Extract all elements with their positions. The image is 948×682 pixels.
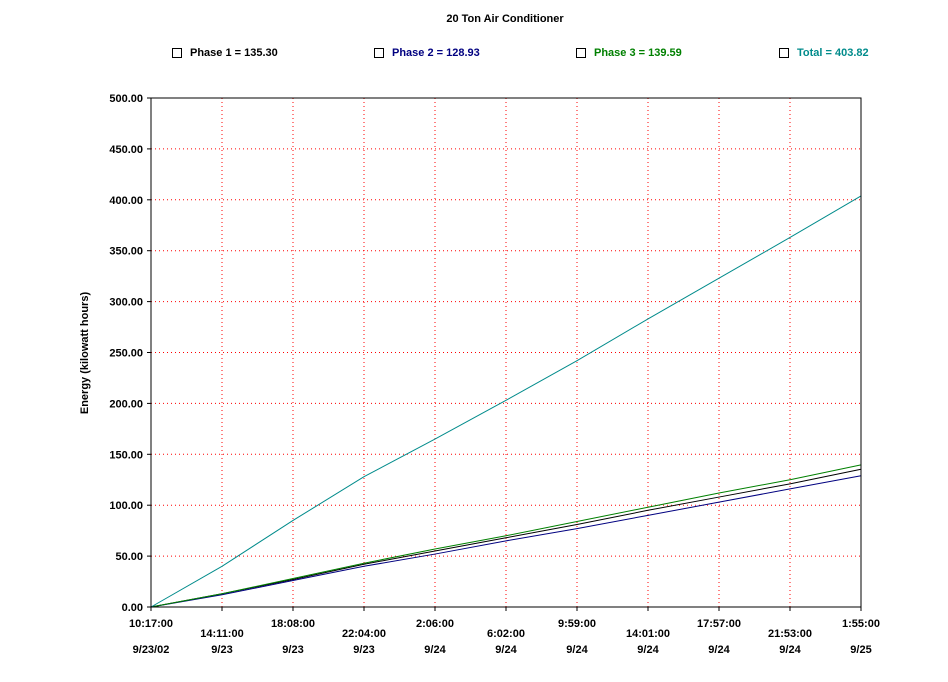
y-tick-label: 0.00: [122, 602, 143, 614]
x-tick-date-label: 9/23: [353, 644, 374, 656]
y-tick-label: 250.00: [109, 348, 143, 360]
x-tick-time-label: 1:55:00: [842, 618, 880, 630]
x-tick-date-label: 9/24: [637, 644, 659, 656]
x-tick-time-label: 14:01:00: [626, 628, 670, 640]
grid: [151, 98, 861, 607]
series-line-phase-1: [150, 468, 862, 608]
x-tick-time-label: 2:06:00: [416, 618, 454, 630]
x-tick-date-label: 9/23: [211, 644, 232, 656]
x-tick-date-label: 9/24: [424, 644, 446, 656]
y-tick-label: 500.00: [109, 93, 143, 105]
x-tick-date-label: 9/25: [850, 644, 871, 656]
series-lines: [150, 195, 862, 608]
y-tick-label: 150.00: [109, 449, 143, 461]
legend-item-phase-2: Phase 2 = 128.93: [374, 47, 480, 59]
series-line-total: [150, 195, 862, 608]
legend-item-phase-1: Phase 1 = 135.30: [172, 47, 278, 59]
x-tick-time-label: 10:17:00: [129, 618, 173, 630]
legend-item-total: Total = 403.82: [779, 47, 869, 59]
y-tick-labels: 0.00 50.00 100.00 150.00 200.00 250.00 300.00 3…: [109, 93, 151, 614]
x-tick-date-label: 9/23: [282, 644, 303, 656]
series-line-phase-2: [150, 475, 862, 608]
x-tick-date-label: 9/23/02: [133, 644, 170, 656]
x-tick-date-label: 9/24: [566, 644, 588, 656]
x-tick-date-label: 9/24: [495, 644, 517, 656]
x-tick-time-label: 17:57:00: [697, 618, 741, 630]
chart-title: 20 Ton Air Conditioner: [446, 13, 564, 25]
y-tick-label: 450.00: [109, 144, 143, 156]
y-tick-label: 300.00: [109, 297, 143, 309]
x-tick-time-label: 9:59:00: [558, 618, 596, 630]
y-tick-label: 50.00: [115, 551, 143, 563]
x-tick-date-label: 9/24: [708, 644, 730, 656]
legend-label: Total = 403.82: [797, 47, 869, 59]
x-tick-labels: 10:17:00 9/23/02 14:11:00 9/23 18:08:00 9/23 2…: [129, 607, 880, 656]
legend-checkbox[interactable]: [576, 48, 586, 58]
legend-label: Phase 1 = 135.30: [190, 47, 278, 59]
legend-label: Phase 3 = 139.59: [594, 47, 682, 59]
legend-checkbox[interactable]: [374, 48, 384, 58]
x-tick-time-label: 21:53:00: [768, 628, 812, 640]
x-tick-time-label: 14:11:00: [200, 628, 243, 640]
legend-item-phase-3: Phase 3 = 139.59: [576, 47, 682, 59]
legend-label: Phase 2 = 128.93: [392, 47, 480, 59]
x-tick-date-label: 9/24: [779, 644, 801, 656]
y-tick-label: 200.00: [109, 398, 143, 410]
x-tick-time-label: 22:04:00: [342, 628, 386, 640]
legend-checkbox[interactable]: [779, 48, 789, 58]
y-tick-label: 350.00: [109, 246, 143, 258]
x-tick-time-label: 18:08:00: [271, 618, 315, 630]
legend-checkbox[interactable]: [172, 48, 182, 58]
y-tick-label: 100.00: [109, 500, 143, 512]
series-line-phase-3: [150, 464, 862, 608]
x-tick-time-label: 6:02:00: [487, 628, 525, 640]
y-tick-label: 400.00: [109, 195, 143, 207]
